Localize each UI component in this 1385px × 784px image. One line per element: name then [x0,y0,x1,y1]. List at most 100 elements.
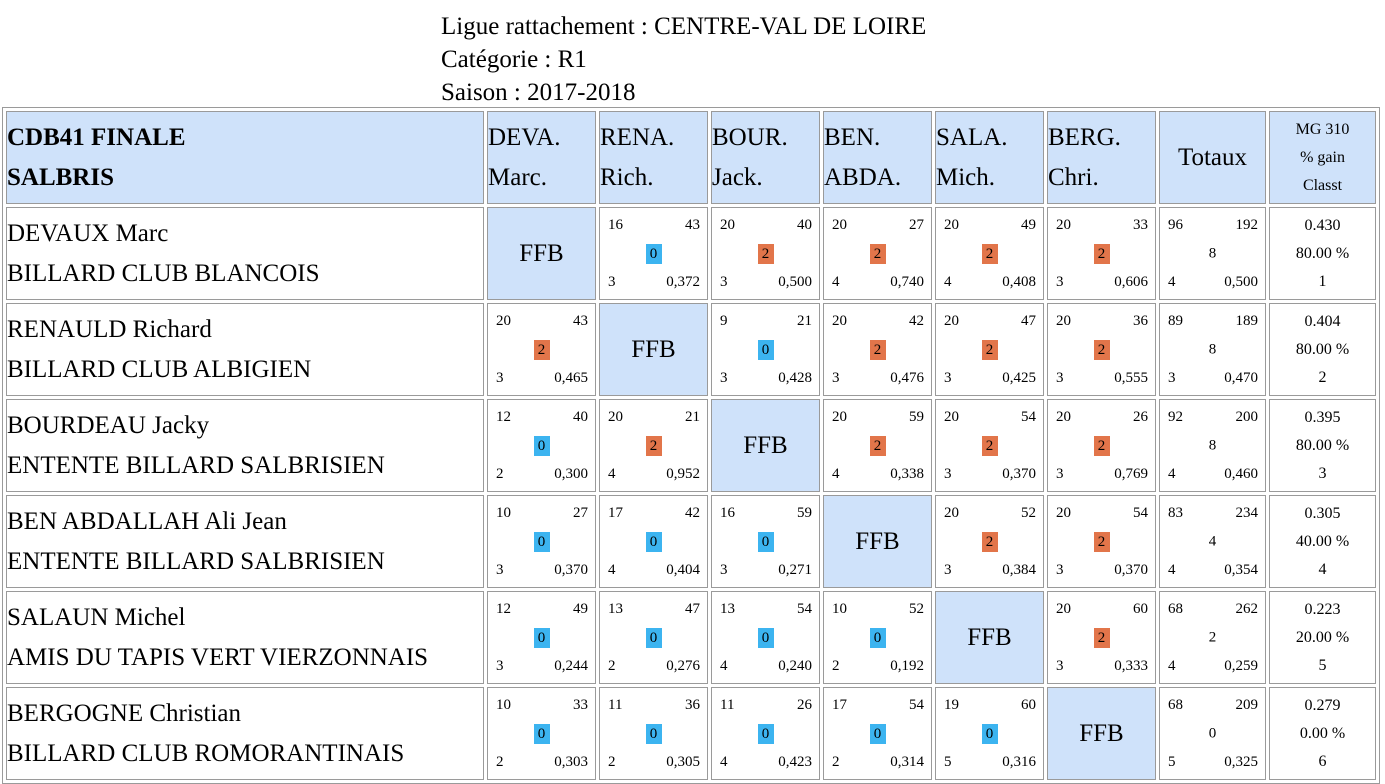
match-rep-count: 3 [496,370,504,386]
total-reprises: 189 [1235,313,1259,329]
match-average: 0,408 [1002,274,1036,290]
total-reprises: 234 [1235,505,1259,521]
match-score-badge: 2 [1093,339,1110,360]
total-points: 68 [1168,697,1183,713]
gain-percent: 40.00 % [1295,532,1350,550]
competition-title: CDB41 FINALE SALBRIS [6,111,484,204]
player-club: AMIS DU TAPIS VERT VIERZONNAIS [7,643,429,671]
total-match-points: 8 [1208,437,1217,453]
match-reprises: 59 [797,505,812,521]
match-reprises: 27 [573,505,588,521]
totals-cell: 96 192 8 4 0,500 [1159,207,1266,300]
total-match-points: 2 [1208,629,1217,645]
table-row: SALAUN Michel AMIS DU TAPIS VERT VIERZONN… [6,591,1376,684]
general-average: 0.404 [1304,312,1341,330]
total-points: 92 [1168,409,1183,425]
match-average: 0,300 [554,466,588,482]
match-average: 0,384 [1002,562,1036,578]
match-cell: 20 52 2 3 0,384 [935,495,1044,588]
match-average: 0,465 [554,370,588,386]
match-cell: 19 60 0 5 0,316 [935,687,1044,780]
match-cell: 9 21 0 3 0,428 [711,303,820,396]
table-row: RENAULD Richard BILLARD CLUB ALBIGIEN 20 43… [6,303,1376,396]
ranking: 3 [1318,464,1327,482]
column-header: SALA. Mich. [935,111,1044,204]
player-cell: SALAUN Michel AMIS DU TAPIS VERT VIERZONN… [6,591,484,684]
match-reprises: 49 [1021,217,1036,233]
gain-percent: 80.00 % [1295,436,1350,454]
match-reprises: 60 [1133,601,1148,617]
match-cell: 20 43 2 3 0,465 [487,303,596,396]
page-header: Ligue rattachement : CENTRE-VAL DE LOIRE… [441,10,926,109]
match-reprises: 47 [685,601,700,617]
match-points: 9 [720,313,728,329]
match-score-badge: 2 [869,339,886,360]
summary-cell: 0.430 80.00 % 1 [1269,207,1376,300]
match-cell: 11 36 0 2 0,305 [599,687,708,780]
match-points: 11 [720,697,735,713]
match-reprises: 54 [1133,505,1148,521]
saison-label: Saison : 2017-2018 [441,79,636,106]
match-reprises: 43 [573,313,588,329]
match-average: 0,192 [890,658,924,674]
match-score-badge: 2 [981,435,998,456]
match-average: 0,271 [778,562,812,578]
match-score-badge: 2 [1093,531,1110,552]
match-rep-count: 3 [1056,370,1064,386]
player-cell: BERGOGNE Christian BILLARD CLUB ROMORANTI… [6,687,484,780]
player-cell: BEN ABDALLAH Ali Jean ENTENTE BILLARD SAL… [6,495,484,588]
match-average: 0,244 [554,658,588,674]
match-rep-count: 4 [608,466,616,482]
match-average: 0,769 [1114,466,1148,482]
match-score-badge: 0 [757,339,774,360]
match-points: 20 [832,217,847,233]
match-cell: 20 54 2 3 0,370 [935,399,1044,492]
total-match-points: 8 [1208,341,1217,357]
summary-cell: 0.223 20.00 % 5 [1269,591,1376,684]
match-reprises: 49 [573,601,588,617]
match-rep-count: 4 [944,274,952,290]
match-reprises: 54 [909,697,924,713]
match-average: 0,423 [778,754,812,770]
match-cell: 10 52 0 2 0,192 [823,591,932,684]
match-rep-count: 3 [944,562,952,578]
player-name: BEN ABDALLAH Ali Jean [7,507,287,535]
ffb-cell: FFB [711,399,820,492]
match-rep-count: 3 [608,274,616,290]
match-score-badge: 0 [757,531,774,552]
total-reprises: 262 [1235,601,1259,617]
match-score-badge: 0 [645,627,662,648]
player-name: RENAULD Richard [7,315,212,343]
summary-cell: 0.404 80.00 % 2 [1269,303,1376,396]
match-cell: 16 59 0 3 0,271 [711,495,820,588]
match-points: 20 [1056,217,1071,233]
general-average: 0.223 [1304,600,1341,618]
match-points: 20 [608,409,623,425]
match-reprises: 47 [1021,313,1036,329]
match-points: 20 [720,217,735,233]
gain-percent: 20.00 % [1295,628,1350,646]
match-score-badge: 0 [533,627,550,648]
match-rep-count: 3 [944,466,952,482]
match-average: 0,303 [554,754,588,770]
column-header-line1: RENA. [600,123,675,151]
match-average: 0,370 [554,562,588,578]
match-points: 16 [608,217,623,233]
match-rep-count: 2 [832,658,840,674]
total-reprises: 192 [1235,217,1259,233]
match-score-badge: 0 [869,627,886,648]
match-points: 20 [832,313,847,329]
total-average: 0,470 [1224,370,1258,386]
ranking: 1 [1318,272,1327,290]
totals-cell: 68 262 2 4 0,259 [1159,591,1266,684]
match-average: 0,338 [890,466,924,482]
match-reprises: 26 [1133,409,1148,425]
ranking: 2 [1318,368,1327,386]
table-header-row: CDB41 FINALE SALBRIS DEVA. Marc. RENA. Ric… [6,111,1376,204]
player-club: ENTENTE BILLARD SALBRISIEN [7,451,385,479]
match-points: 17 [832,697,847,713]
gain-percent: 0.00 % [1299,724,1346,742]
total-points: 83 [1168,505,1183,521]
match-score-badge: 2 [1093,627,1110,648]
match-rep-count: 4 [832,466,840,482]
